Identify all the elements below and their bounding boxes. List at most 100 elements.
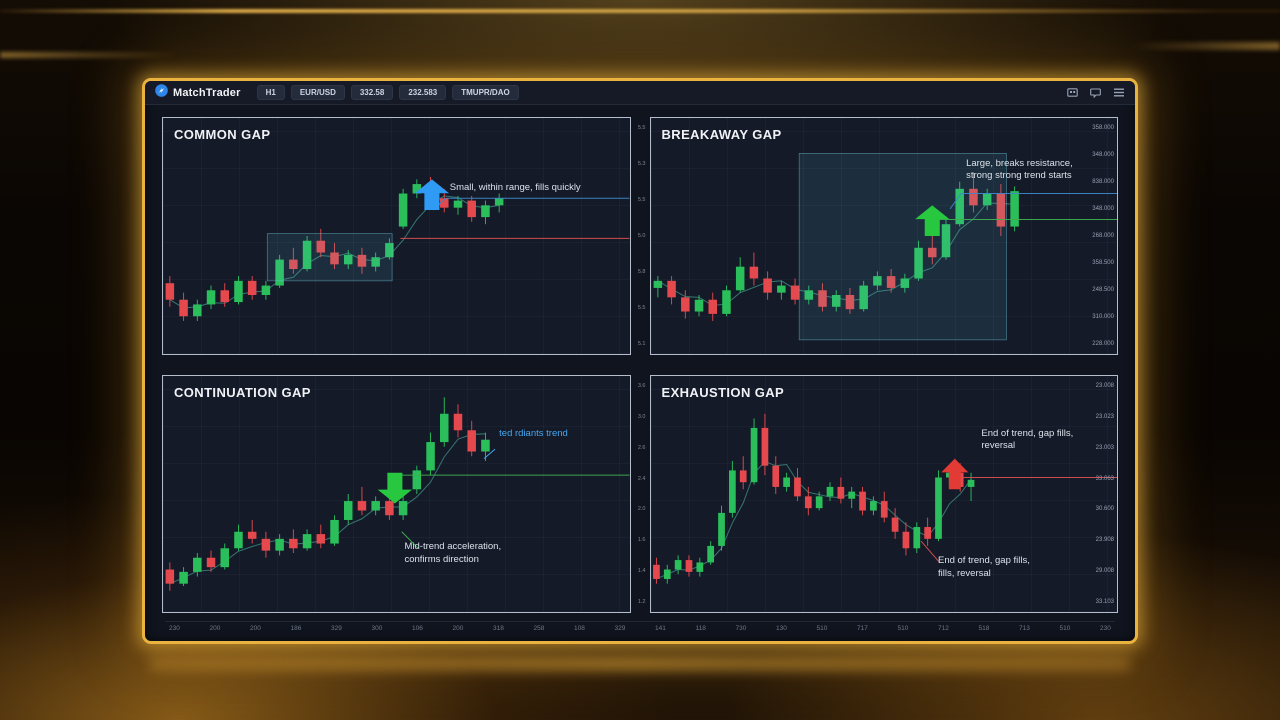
candle-body — [453, 413, 463, 431]
time-label: 200 — [250, 624, 261, 632]
time-axis: 230 200 200 186 329 300 106 200 318 258 108 329 141 1… — [165, 621, 1115, 634]
pointer-line — [949, 193, 961, 210]
chart-annotation: Mid-trend acceleration, confirms directi… — [404, 541, 502, 565]
candle-body — [735, 266, 744, 291]
candlestick-chart[interactable] — [163, 118, 630, 354]
candle-body — [165, 283, 175, 300]
arrow-down-icon — [414, 179, 450, 211]
candle-body — [653, 280, 662, 288]
chart-panel-continuation-gap: CONTINUATION GAP ted rdiants trend Mid-tre… — [162, 375, 646, 613]
brand-name: MatchTrader — [173, 86, 241, 99]
panel-title: CONTINUATION GAP — [174, 385, 311, 400]
time-label: 258 — [533, 624, 545, 632]
candle-body — [996, 193, 1005, 227]
price-label: 5.5 — [637, 197, 646, 204]
menu-icon[interactable] — [1113, 88, 1125, 97]
chart-panel-exhaustion-gap: EXHAUSTION GAP End of trend, gap fills, r… — [649, 375, 1118, 613]
chat-icon[interactable] — [1090, 87, 1101, 98]
candle-body — [385, 243, 394, 258]
time-label: 118 — [695, 624, 706, 632]
candle-body — [804, 290, 813, 300]
price-label: 1.6 — [637, 537, 646, 544]
candle-body — [247, 280, 257, 295]
candle-body — [721, 290, 731, 314]
candle-body — [739, 470, 747, 483]
candlestick-chart[interactable] — [651, 118, 1118, 354]
candle-body — [815, 496, 823, 509]
candlestick-chart[interactable] — [163, 376, 630, 612]
bid-price-button[interactable]: 332.58 — [350, 84, 394, 101]
candlestick-chart[interactable] — [651, 376, 1118, 612]
candle-body — [398, 193, 408, 227]
light-streak — [0, 52, 180, 58]
arrow-down-icon — [940, 458, 968, 490]
candle-body — [275, 259, 284, 286]
candle-body — [902, 531, 909, 549]
candle-body — [220, 290, 229, 303]
candle-body — [847, 491, 855, 499]
panel-title: BREAKAWAY GAP — [661, 127, 782, 142]
ask-price-button[interactable]: 232.583 — [399, 84, 447, 101]
candle-body — [206, 290, 216, 305]
light-streak — [150, 658, 1130, 670]
candle-body — [453, 200, 463, 208]
time-label: 318 — [493, 624, 504, 632]
candle-body — [826, 486, 833, 497]
candle-body — [302, 534, 312, 549]
candle-body — [261, 538, 271, 551]
candle-body — [680, 297, 690, 312]
time-label: 510 — [897, 624, 909, 632]
candle-body — [845, 295, 854, 310]
account-button[interactable]: TMUPR/DAO — [452, 84, 519, 101]
light-streak — [1130, 42, 1280, 50]
candle-body — [674, 560, 681, 570]
candle-body — [1009, 191, 1019, 227]
candle-body — [426, 442, 435, 471]
time-label: 329 — [614, 624, 626, 632]
candle-body — [968, 188, 978, 206]
candle-body — [685, 560, 692, 572]
candle-body — [343, 501, 353, 520]
price-label: 2.4 — [637, 475, 646, 482]
candle-body — [749, 266, 758, 279]
candle-body — [234, 531, 243, 549]
candle-body — [206, 557, 216, 568]
chart-grid: COMMON GAP Small, within range, fills qui… — [162, 117, 1118, 613]
candle-body — [467, 200, 476, 218]
candle-body — [982, 193, 991, 206]
candle-body — [900, 278, 909, 288]
time-label: 510 — [816, 624, 828, 632]
chart-panel-common-gap: COMMON GAP Small, within range, fills qui… — [162, 117, 646, 355]
candle-body — [275, 538, 284, 551]
candle-body — [967, 479, 974, 487]
chart-annotation: ted rdiants trend — [499, 427, 568, 439]
candle-body — [858, 285, 868, 310]
arrow-down-icon — [914, 205, 949, 236]
candle-body — [804, 496, 812, 509]
arrow-up-icon — [377, 472, 413, 504]
candle-body — [771, 465, 779, 487]
time-label: 730 — [735, 624, 747, 632]
candle-body — [412, 470, 422, 490]
panel-title: EXHAUSTION GAP — [661, 385, 785, 400]
candle-body — [316, 240, 326, 253]
grid-icon[interactable] — [1067, 88, 1078, 97]
price-label: 3.6 — [637, 383, 646, 390]
chart-annotation: Large, breaks resistance, strong strong … — [966, 158, 1073, 182]
candle-body — [481, 439, 490, 452]
time-label: 713 — [1019, 624, 1030, 632]
candle-body — [193, 304, 202, 317]
price-label: 1.4 — [637, 568, 646, 575]
candle-body — [343, 254, 353, 265]
timeframe-button[interactable]: H1 — [256, 84, 285, 101]
candle-body — [836, 486, 844, 499]
symbol-button[interactable]: EUR/USD — [290, 84, 345, 101]
candle-body — [954, 188, 964, 225]
price-label: 5.1 — [637, 340, 646, 347]
chart-annotation: Small, within range, fills quickly — [449, 181, 581, 193]
time-label: 510 — [1059, 624, 1071, 632]
time-label: 186 — [290, 624, 302, 632]
candle-body — [481, 205, 490, 218]
candle-body — [385, 501, 394, 516]
